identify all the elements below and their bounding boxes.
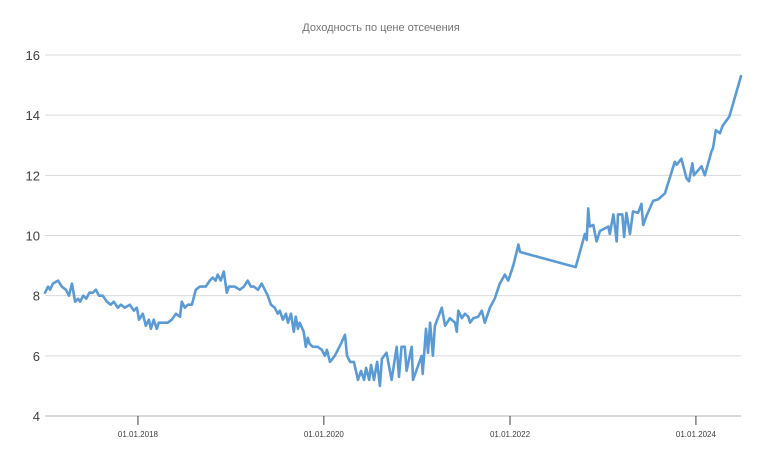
x-tick-label: 01.01.2022	[490, 430, 531, 439]
y-tick-label: 14	[26, 108, 40, 123]
series-group	[43, 74, 743, 388]
gridlines	[45, 54, 741, 417]
y-tick-label: 4	[33, 409, 40, 424]
x-tick-label: 01.01.2024	[676, 430, 717, 439]
y-tick-label: 8	[33, 289, 40, 304]
series-line	[43, 74, 743, 388]
x-tick-label: 01.01.2020	[304, 430, 345, 439]
y-axis: 4 6 8 10 12 14 16	[26, 48, 40, 424]
y-tick-label: 12	[26, 168, 40, 183]
y-tick-label: 6	[33, 349, 40, 364]
y-tick-label: 10	[26, 229, 40, 244]
x-tick-label: 01.01.2018	[118, 430, 159, 439]
x-axis: 01.01.2018 01.01.2020 01.01.2022 01.01.2024	[118, 416, 717, 439]
chart-title: Доходность по цене отсечения	[302, 22, 460, 34]
y-tick-label: 16	[26, 48, 40, 63]
